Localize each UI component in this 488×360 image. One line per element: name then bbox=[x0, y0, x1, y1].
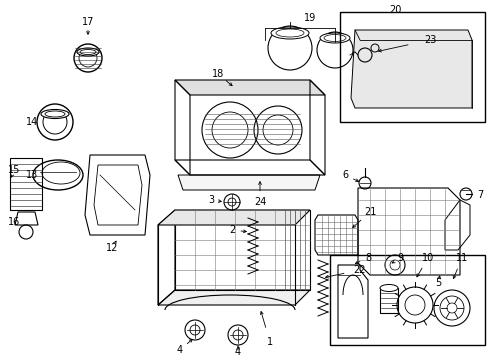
Text: 14: 14 bbox=[26, 117, 38, 127]
Text: 7: 7 bbox=[476, 190, 482, 200]
Text: 23: 23 bbox=[423, 35, 435, 45]
Bar bbox=[329, 255, 484, 345]
Text: 3: 3 bbox=[207, 195, 214, 205]
Text: 19: 19 bbox=[303, 13, 315, 23]
Polygon shape bbox=[158, 210, 309, 225]
Bar bbox=[339, 12, 484, 122]
Text: 1: 1 bbox=[266, 337, 272, 347]
Text: 16: 16 bbox=[8, 217, 20, 227]
Polygon shape bbox=[158, 290, 309, 305]
Text: 6: 6 bbox=[341, 170, 347, 180]
Text: 4: 4 bbox=[234, 347, 241, 357]
Ellipse shape bbox=[41, 109, 69, 118]
Ellipse shape bbox=[270, 27, 308, 39]
Text: 9: 9 bbox=[396, 253, 402, 263]
Ellipse shape bbox=[319, 33, 349, 43]
Text: 24: 24 bbox=[253, 197, 265, 207]
Text: 21: 21 bbox=[363, 207, 375, 217]
Text: 11: 11 bbox=[455, 253, 467, 263]
Polygon shape bbox=[178, 175, 319, 190]
Text: 22: 22 bbox=[353, 265, 366, 275]
Text: 13: 13 bbox=[26, 170, 38, 180]
Text: 15: 15 bbox=[8, 165, 20, 175]
Text: 2: 2 bbox=[228, 225, 235, 235]
Text: 8: 8 bbox=[364, 253, 370, 263]
Ellipse shape bbox=[379, 284, 397, 292]
Text: 10: 10 bbox=[421, 253, 433, 263]
Polygon shape bbox=[175, 80, 325, 95]
Polygon shape bbox=[350, 30, 471, 108]
Text: 4: 4 bbox=[177, 345, 183, 355]
Text: 20: 20 bbox=[388, 5, 400, 15]
Text: 17: 17 bbox=[81, 17, 94, 27]
Ellipse shape bbox=[77, 48, 99, 56]
Text: 12: 12 bbox=[105, 243, 118, 253]
Text: 5: 5 bbox=[434, 278, 440, 288]
Bar bbox=[379, 288, 397, 313]
Text: 18: 18 bbox=[211, 69, 224, 79]
